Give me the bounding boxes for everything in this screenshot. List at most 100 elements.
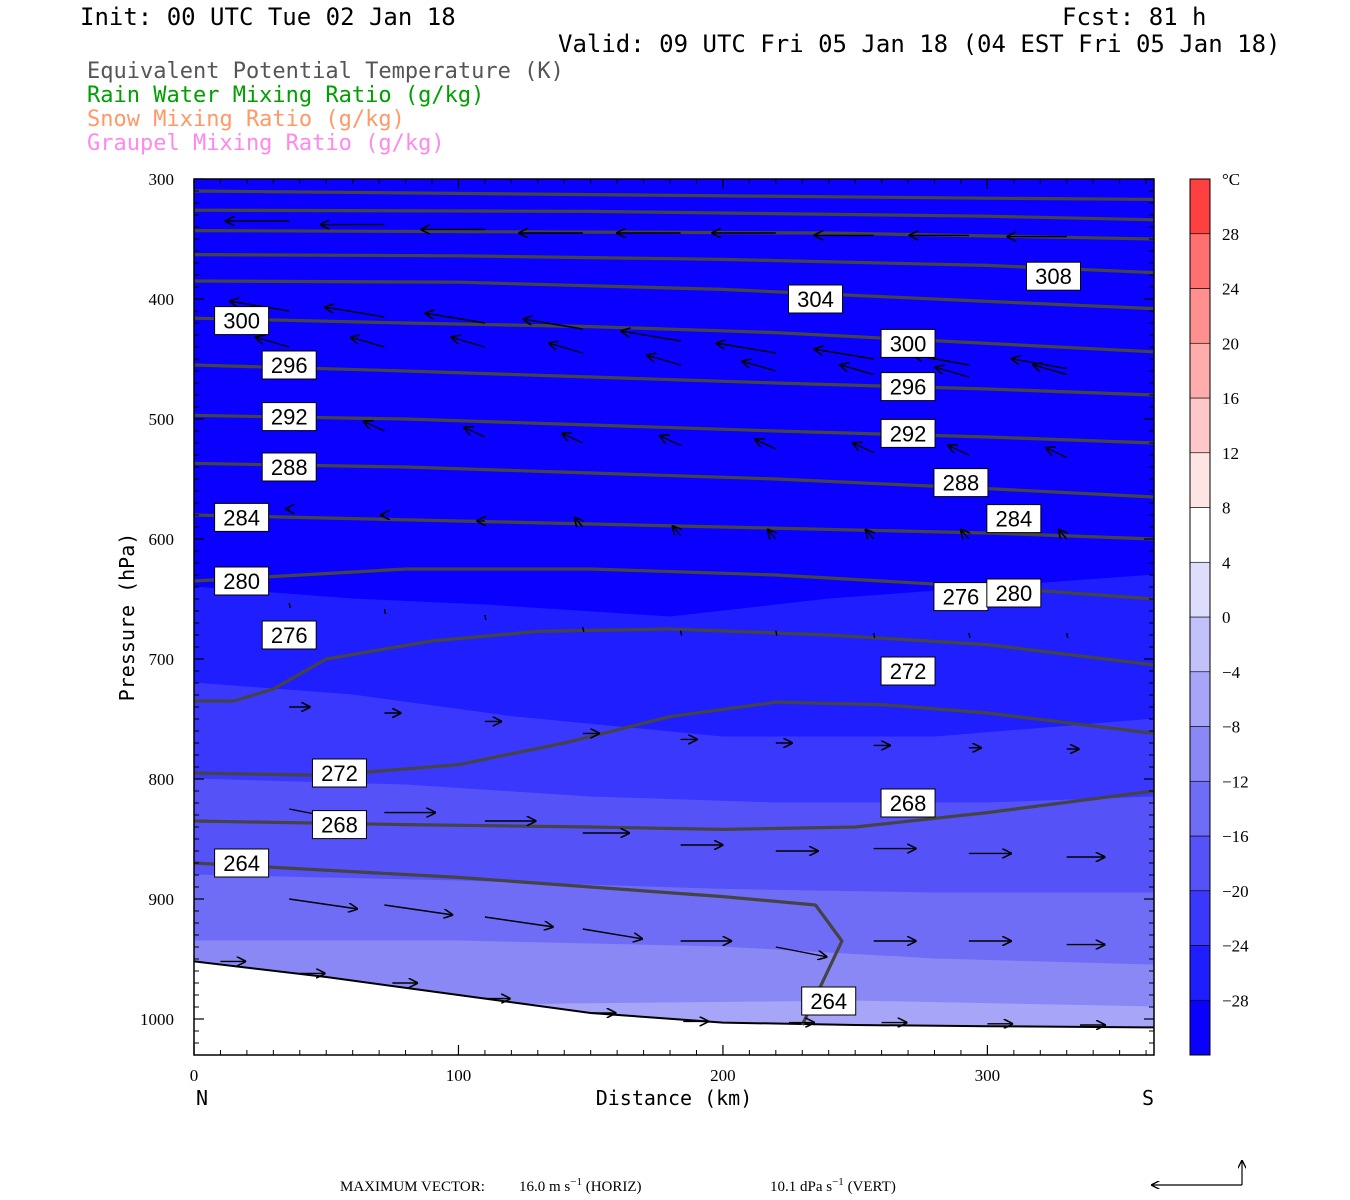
wind-vector — [672, 525, 681, 535]
wind-vector — [1032, 365, 1067, 376]
wind-vector — [659, 435, 681, 447]
forecast-hour: Fcst: 81 h — [1062, 3, 1207, 31]
colorbar-swatch — [1189, 671, 1211, 727]
colorbar-label: 16 — [1222, 389, 1239, 408]
wind-vector — [852, 443, 874, 454]
wind-vector — [1066, 632, 1069, 639]
colorbar-frame — [1189, 178, 1211, 1056]
wind-vector — [582, 928, 643, 939]
theta-e-contour-320 — [194, 189, 1154, 201]
colorbar-label: −12 — [1222, 772, 1249, 791]
wind-vector — [255, 337, 290, 348]
wind-vector — [960, 529, 969, 539]
colorbar-label: −8 — [1222, 718, 1240, 737]
contour-label-box — [986, 578, 1042, 608]
reference-vector-icon — [1151, 1160, 1242, 1185]
y-axis-label: Pressure (hPa) — [115, 533, 139, 702]
contour-label-box — [933, 468, 989, 498]
contour-label-box — [311, 758, 367, 788]
colorbar-swatch — [1189, 945, 1211, 1001]
colorbar-label: −24 — [1222, 937, 1249, 956]
wind-vector — [451, 337, 486, 348]
contour-label-box — [880, 328, 936, 358]
contour-label-box — [880, 372, 936, 402]
theta-e-contour-296 — [194, 363, 1154, 397]
colorbar-label: 12 — [1222, 444, 1239, 463]
wind-vector — [968, 632, 971, 639]
contour-label-box — [1026, 261, 1082, 291]
wind-vector — [350, 337, 385, 348]
colorbar-label: 28 — [1222, 225, 1239, 244]
contour-label-box — [214, 566, 270, 596]
wind-vector — [1058, 529, 1067, 539]
colorbar-label: °C — [1222, 170, 1240, 189]
wind-vector — [679, 630, 683, 636]
max-vector-label: MAXIMUM VECTOR: — [340, 1179, 485, 1195]
contour-label-box — [986, 504, 1042, 534]
wind-vector — [947, 445, 970, 456]
contour-label-300: 300 — [890, 331, 927, 356]
contour-label-288: 288 — [271, 455, 308, 480]
contour-label-268: 268 — [890, 791, 927, 816]
contour-label-box — [214, 848, 270, 878]
colorbar-label: 8 — [1222, 499, 1231, 518]
wind-vector — [934, 367, 970, 378]
wind-vector — [383, 608, 387, 615]
contour-label-308: 308 — [1035, 264, 1072, 289]
wind-vector — [288, 602, 291, 609]
x-tick-label: 300 — [975, 1066, 1001, 1085]
contour-label-box — [787, 284, 843, 314]
wind-vector — [754, 439, 777, 450]
wind-vector — [289, 898, 358, 909]
wind-vector — [523, 319, 583, 330]
contour-labels: 264 264 268 268 272 272 276 276 280 280 284 284 288 2… — [214, 261, 1082, 1016]
max-vector-horiz: 16.0 m s−1 (HORIZ) — [519, 1176, 642, 1195]
contour-label-272: 272 — [890, 659, 927, 684]
wind-vector — [813, 349, 874, 360]
wind-vector — [620, 331, 681, 342]
contour-label-box — [880, 788, 936, 818]
colorbar-label: 20 — [1222, 334, 1239, 353]
y-tick-label: 1000 — [140, 1010, 174, 1029]
y-tick-label: 500 — [149, 410, 175, 429]
contour-label-box — [261, 452, 317, 482]
colorbar-swatch — [1189, 890, 1211, 946]
y-tick-label: 300 — [149, 170, 175, 189]
contour-label-276: 276 — [271, 623, 308, 648]
legend-snow: Snow Mixing Ratio (g/kg) — [87, 107, 405, 132]
colorbar-swatch — [1189, 288, 1211, 344]
wind-vector — [767, 529, 776, 539]
contour-label-304: 304 — [797, 287, 834, 312]
x-tick-label: 100 — [446, 1066, 472, 1085]
contour-label-268: 268 — [321, 813, 358, 838]
colorbar-swatch — [1189, 616, 1211, 673]
theta-e-contour-272 — [194, 700, 1154, 778]
x-tick-label: 200 — [710, 1066, 736, 1085]
wind-vector — [775, 946, 828, 957]
colorbar-label: −4 — [1222, 663, 1241, 682]
x-end-north: N — [196, 1086, 208, 1110]
colorbar-swatch — [1189, 233, 1211, 289]
contour-label-264: 264 — [223, 851, 260, 876]
colorbar-label: −16 — [1222, 827, 1249, 846]
wind-vector — [384, 904, 453, 915]
temperature-band — [194, 179, 1154, 618]
theta-e-contour-292 — [194, 413, 1154, 445]
colorbar-swatch — [1189, 726, 1211, 782]
theta-e-contour-264 — [194, 861, 844, 1026]
theta-e-contour-268 — [194, 789, 1154, 832]
axes: 300 400 500 600 700 800 900 1000 0 100 200 300 — [140, 170, 1154, 1085]
contour-label-276: 276 — [943, 585, 980, 610]
contour-label-280: 280 — [223, 569, 260, 594]
wind-vector — [646, 355, 681, 366]
contour-label-box — [214, 502, 270, 532]
wind-vector — [561, 433, 584, 444]
contour-label-284: 284 — [223, 505, 260, 530]
contour-label-296: 296 — [271, 353, 308, 378]
contour-label-box — [261, 350, 317, 380]
valid-time: Valid: 09 UTC Fri 05 Jan 18 (04 EST Fri … — [558, 30, 1280, 58]
colorbar-swatch — [1189, 561, 1211, 618]
colorbar-label: 4 — [1222, 553, 1231, 572]
